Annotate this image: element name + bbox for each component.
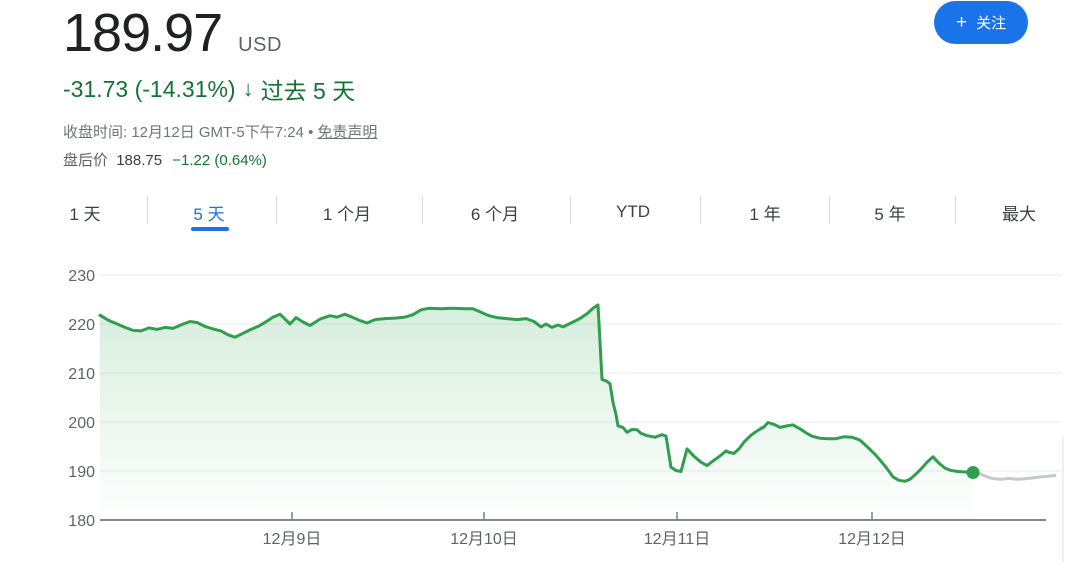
y-axis-label: 180 (68, 513, 95, 530)
y-axis-label: 210 (68, 366, 95, 383)
after-hours-line (971, 471, 1057, 481)
tab-divider (147, 196, 148, 224)
tab-divider (955, 196, 956, 224)
disclaimer-link[interactable]: 免责声明 (317, 124, 378, 141)
tab-1y[interactable]: 1 年 (749, 204, 781, 224)
change-row: -31.73 (-14.31%) ↓ 过去 5 天 (63, 72, 355, 106)
change-period: 过去 5 天 (260, 78, 356, 104)
tab-ytd[interactable]: YTD (616, 202, 650, 221)
x-axis-label: 12月10日 (450, 531, 518, 548)
follow-button[interactable]: + 关注 (934, 1, 1029, 44)
price-line (98, 303, 975, 483)
tab-divider (829, 196, 830, 224)
down-arrow-icon: ↓ (242, 76, 254, 101)
tab-1d[interactable]: 1 天 (69, 204, 101, 224)
tab-max[interactable]: 最大 (1002, 204, 1036, 224)
after-hours-label: 盘后价 (63, 152, 109, 169)
plus-icon: + (956, 12, 968, 33)
tab-divider (422, 196, 423, 224)
tab-5y[interactable]: 5 年 (874, 204, 906, 224)
tab-divider (570, 196, 571, 224)
tab-divider (276, 196, 277, 224)
tab-divider (700, 196, 701, 224)
tab-5d[interactable]: 5 天 (193, 204, 225, 224)
after-hours-price: 188.75 (116, 152, 163, 169)
price-row: 189.97 USD (63, 3, 282, 63)
y-axis-label: 230 (68, 268, 95, 285)
after-hours-change: −1.22 (0.64%) (172, 152, 267, 169)
close-time-row: 收盘时间: 12月12日 GMT-5下午7:24 • 免责声明 (63, 121, 377, 142)
after-hours-row: 盘后价 188.75 −1.22 (0.64%) (63, 149, 267, 170)
x-axis-label: 12月9日 (263, 531, 322, 548)
current-price-dot (966, 465, 980, 479)
follow-button-label: 关注 (976, 15, 1007, 32)
close-time-text: 收盘时间: 12月12日 GMT-5下午7:24 • (63, 124, 314, 141)
tab-6m[interactable]: 6 个月 (470, 204, 520, 224)
x-axis-label: 12月12日 (838, 531, 906, 548)
y-axis-label: 220 (68, 317, 95, 334)
y-axis-label: 190 (68, 464, 95, 481)
x-axis-label: 12月11日 (644, 531, 710, 548)
time-range-tabs: 1 天 5 天 1 个月 6 个月 YTD 1 年 5 年 最大 (0, 193, 1069, 233)
currency-label: USD (238, 34, 282, 56)
price-value: 189.97 (63, 3, 223, 63)
area-fill (100, 304, 973, 520)
change-text: -31.73 (-14.31%) (63, 75, 236, 102)
active-tab-indicator (191, 227, 229, 231)
y-axis-label: 200 (68, 415, 95, 432)
tab-1m[interactable]: 1 个月 (322, 204, 372, 224)
